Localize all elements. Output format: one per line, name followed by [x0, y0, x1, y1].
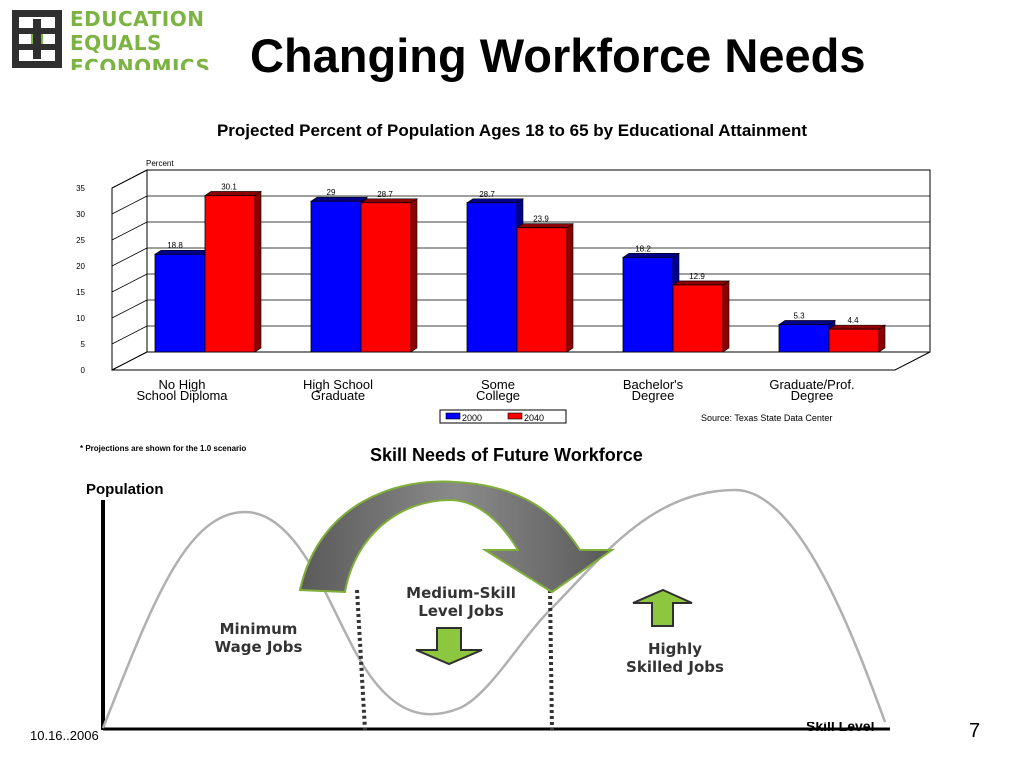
- highly-skilled-label: Highly Skilled Jobs: [605, 636, 745, 680]
- category-label-line-1: Graduate/Prof.: [769, 377, 854, 392]
- category-label-line-1: Bachelor's: [623, 377, 684, 392]
- bar-2040: [672, 284, 724, 353]
- category-label-line-1: No High: [159, 377, 206, 392]
- bar-top: [672, 280, 730, 286]
- logo-line-2: EQUALS: [70, 31, 162, 55]
- bar-top: [828, 324, 886, 330]
- shift-arrow-icon: [298, 480, 616, 594]
- minimum-line-2: Wage Jobs: [214, 638, 303, 656]
- gridline-diag: [111, 221, 148, 241]
- gridline-diag: [111, 325, 148, 345]
- legend-swatch-2000: [445, 412, 461, 420]
- bar-top: [154, 249, 212, 255]
- chart-side-wall: [111, 169, 148, 371]
- bar-side: [722, 280, 730, 353]
- y-tick-label: 25: [76, 236, 85, 245]
- bar-value-label: 5.3: [793, 311, 805, 320]
- category-label-line-2: College: [476, 388, 520, 403]
- chart-floor: [111, 351, 931, 371]
- source-label: Source: Texas State Data Center: [701, 413, 832, 423]
- medium-line-1: Medium-Skill: [406, 584, 516, 602]
- high-line-2: Skilled Jobs: [626, 658, 724, 676]
- bar-value-label: 12.9: [689, 272, 705, 281]
- y-tick-label: 15: [76, 288, 85, 297]
- bar-value-label: 30.1: [221, 182, 237, 191]
- bar-top: [622, 253, 680, 258]
- legend-label-2000: 2000: [462, 413, 482, 423]
- bar-side: [566, 223, 574, 353]
- bar-2000: [154, 253, 206, 353]
- gridline-diag: [111, 273, 148, 293]
- divider-left: [355, 589, 367, 731]
- gridline-diag: [111, 169, 148, 189]
- y-tick-label: 20: [76, 262, 85, 271]
- projection-note: * Projections are shown for the 1.0 scen…: [80, 444, 247, 453]
- logo-line-3: ECONOMICS: [70, 55, 211, 70]
- legend-box: [439, 409, 567, 424]
- bar-value-label: 18.8: [167, 241, 183, 250]
- bar-2040: [828, 328, 880, 353]
- gridline-diag: [111, 195, 148, 215]
- bar-top: [778, 320, 836, 325]
- category-label-line-1: Some: [481, 377, 515, 392]
- y-tick-label: 0: [81, 366, 86, 375]
- bar-value-label: 4.4: [847, 316, 859, 325]
- chart-title: Projected Percent of Population Ages 18 …: [216, 121, 808, 140]
- page-number: 7: [969, 720, 981, 742]
- category-label-line-1: High School: [303, 377, 373, 392]
- category-label-line-2: Degree: [791, 388, 834, 403]
- minimum-line-1: Minimum: [219, 620, 298, 638]
- bar-top: [204, 191, 262, 196]
- slide-date: 10.16..2006: [30, 728, 99, 743]
- bar-value-label: 29: [327, 188, 336, 197]
- legend-label-2040: 2040: [524, 413, 544, 423]
- y-tick-label: 30: [76, 210, 85, 219]
- bar-2040: [204, 195, 256, 353]
- bar-value-label: 18.2: [635, 244, 651, 253]
- high-line-1: Highly: [647, 640, 703, 658]
- gridline-diag: [111, 299, 148, 319]
- down-arrow-icon: [415, 627, 483, 666]
- population-axis-label: Population: [86, 481, 164, 498]
- bar-top: [360, 198, 418, 204]
- bar-side: [878, 324, 886, 353]
- logo-line-1: EDUCATION: [70, 8, 205, 31]
- slide-title: Changing Workforce Needs: [250, 29, 866, 82]
- bar-2040: [516, 227, 568, 353]
- category-label-line-2: Degree: [632, 388, 675, 403]
- skill-diagram: [101, 480, 890, 731]
- bar-2000: [466, 202, 518, 353]
- medium-line-2: Level Jobs: [418, 602, 504, 620]
- skill-level-axis-label: Skill Level: [806, 722, 875, 734]
- bar-2000: [778, 324, 830, 353]
- up-arrow-icon: [632, 588, 693, 627]
- gridline-diag: [111, 247, 148, 267]
- logo-text: EDUCATION EQUALS ECONOMICS: [70, 8, 220, 70]
- bar-2040: [360, 202, 412, 353]
- y-tick-label: 35: [76, 184, 85, 193]
- bar-2000: [310, 200, 362, 353]
- divider-right: [548, 589, 554, 731]
- bar-side: [254, 190, 262, 353]
- bar-top: [516, 223, 574, 229]
- category-label-line-2: School Diploma: [136, 388, 228, 403]
- bar-top: [310, 196, 368, 202]
- y-axis-label: Percent: [146, 159, 174, 168]
- bar-value-label: 23.9: [533, 215, 549, 224]
- category-label-line-2: Graduate: [311, 388, 365, 403]
- logo-mark-icon: [12, 10, 62, 68]
- bar-chart: 0 5 10 15 20 25 30 35 Percent 18.8 30.1 No HighScho…: [76, 159, 931, 424]
- bar-side: [410, 198, 418, 353]
- y-tick-label: 5: [81, 340, 86, 349]
- legend-swatch-2040: [507, 412, 523, 420]
- diagram-title: Skill Needs of Future Workforce: [370, 445, 643, 465]
- bar-top: [466, 198, 524, 204]
- bar-value-label: 28.7: [377, 190, 393, 199]
- medium-skill-label: Medium-Skill Level Jobs: [390, 580, 532, 624]
- y-tick-label: 10: [76, 314, 85, 323]
- population-curve: [101, 488, 887, 729]
- minimum-wage-label: Minimum Wage Jobs: [195, 616, 322, 660]
- bar-2000: [622, 256, 674, 353]
- bar-value-label: 28.7: [479, 190, 495, 199]
